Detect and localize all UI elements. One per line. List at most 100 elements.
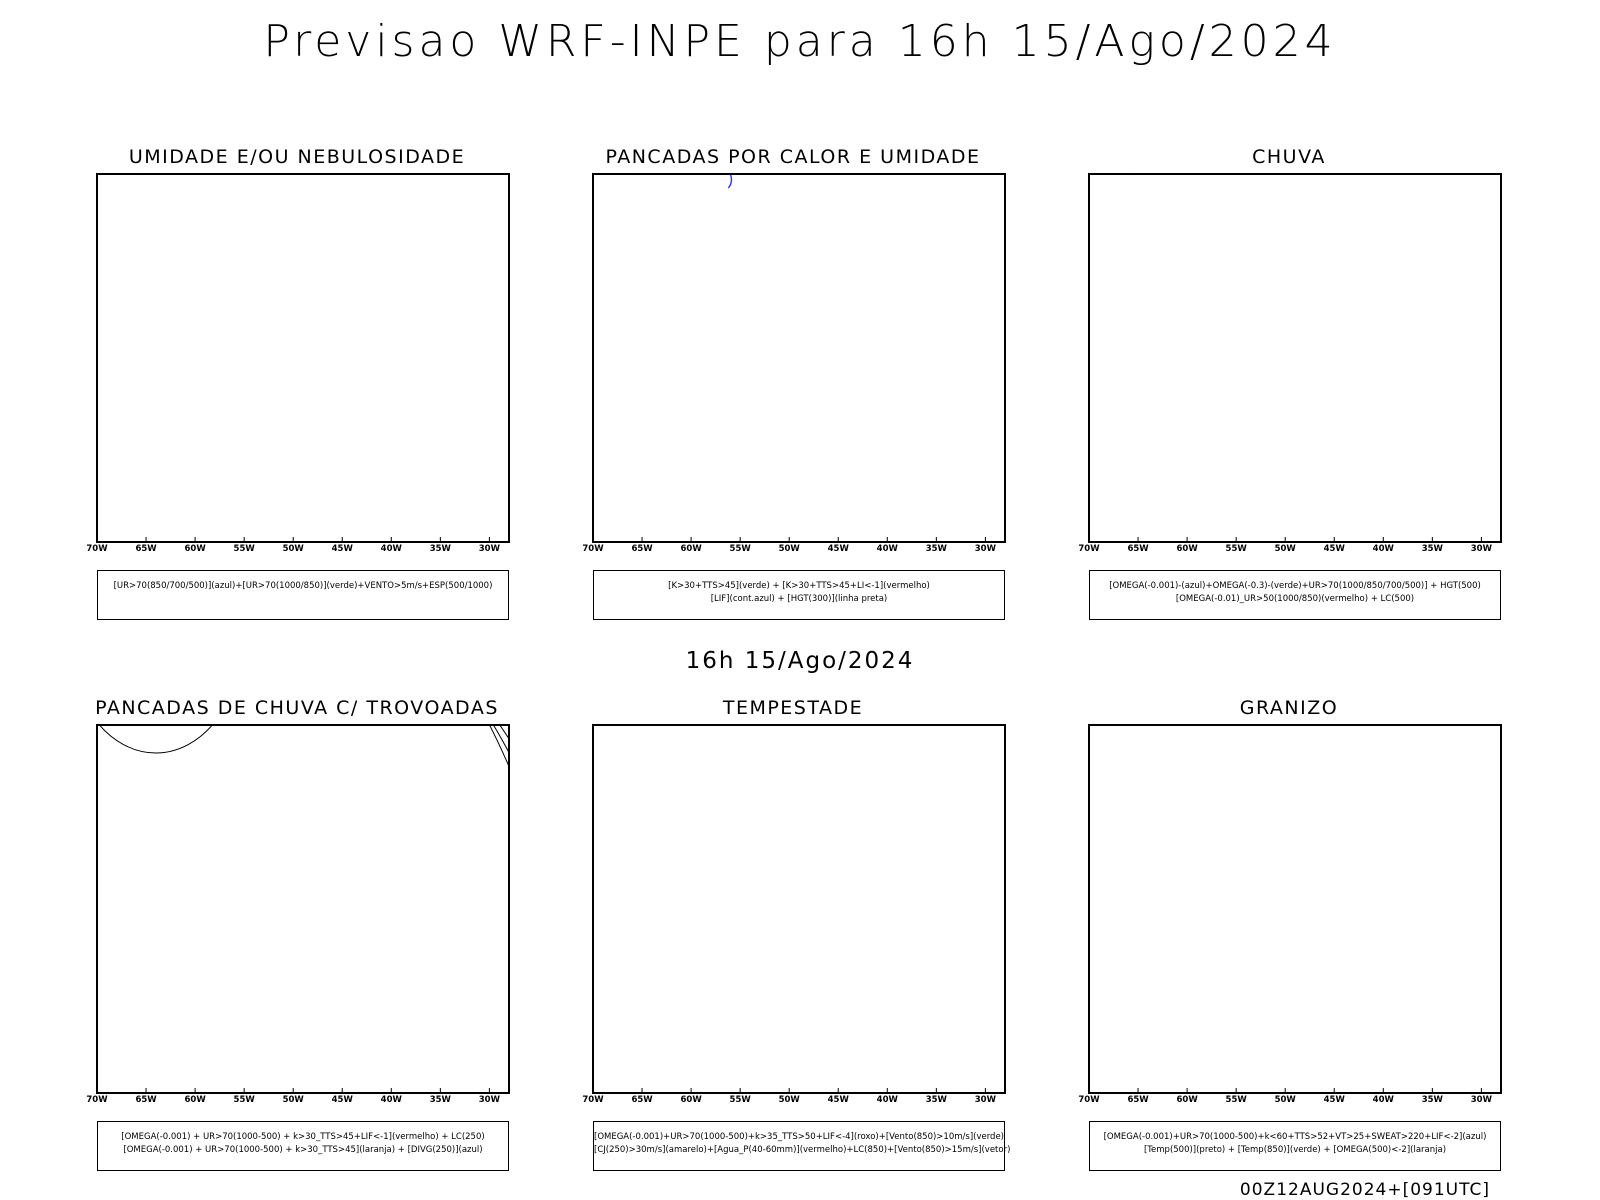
map-frame bbox=[96, 173, 510, 543]
legend-umidade: [UR>70(850/700/500)](azul)+[UR>70(1000/8… bbox=[97, 570, 509, 620]
lon-label: 45W bbox=[828, 544, 850, 554]
panel-pancadas-calor: PANCADAS POR CALOR E UMIDADE 96009600960… bbox=[573, 146, 1013, 626]
panel-title: UMIDADE E/OU NEBULOSIDADE bbox=[128, 146, 466, 168]
lon-label: 65W bbox=[1127, 544, 1149, 554]
legend-line: [OMEGA(-0.001)-(azul)+OMEGA(-0.3)-(verde… bbox=[1109, 581, 1481, 591]
panel-title: PANCADAS DE CHUVA C/ TROVOADAS bbox=[95, 697, 499, 719]
lon-label: 45W bbox=[1324, 1095, 1346, 1105]
legend-line: [K>30+TTS>45](verde) + [K>30+TTS>45+LI<-… bbox=[668, 581, 930, 591]
lon-label: 60W bbox=[184, 1095, 206, 1105]
lon-label: 35W bbox=[1422, 544, 1444, 554]
lon-label: 70W bbox=[86, 544, 108, 554]
lon-label: 40W bbox=[877, 544, 899, 554]
lon-label: 45W bbox=[828, 1095, 850, 1105]
lon-label: 60W bbox=[680, 1095, 702, 1105]
lon-label: 40W bbox=[877, 1095, 899, 1105]
plot-area: 9600960096009520952094409440936093609280… bbox=[628, 174, 932, 189]
lon-label: 35W bbox=[430, 544, 452, 554]
map-frame bbox=[1088, 173, 1502, 543]
panel-granizo: GRANIZO -12-15-18-21-24-27121563912S15S1… bbox=[1069, 697, 1509, 1177]
run-timestamp: 00Z12AUG2024+[091UTC] bbox=[1239, 1180, 1490, 1200]
legend-pancadas-calor: [K>30+TTS>45](verde) + [K>30+TTS>45+LI<-… bbox=[593, 570, 1005, 620]
map-pancadas-calor: 9600960096009520952094409440936093609280… bbox=[582, 173, 1006, 554]
panel-title: GRANIZO bbox=[1239, 697, 1339, 719]
lon-label: 45W bbox=[332, 544, 354, 554]
legend-line: [Temp(500)](preto) + [Temp(850)](verde) … bbox=[1143, 1145, 1447, 1155]
lon-label: 70W bbox=[1078, 1095, 1100, 1105]
lon-label: 40W bbox=[1373, 1095, 1395, 1105]
lon-label: 65W bbox=[1127, 1095, 1149, 1105]
map-frame bbox=[1088, 724, 1502, 1094]
panel-umidade: UMIDADE E/OU NEBULOSIDADE 10121020101610… bbox=[77, 146, 517, 626]
lon-label: 65W bbox=[631, 1095, 653, 1105]
lon-label: 55W bbox=[1226, 544, 1248, 554]
lon-label: 55W bbox=[730, 544, 752, 554]
lon-label: 30W bbox=[975, 544, 997, 554]
map-tempestade: 404012S15S18S21S24S27S30S33S36S39S42S70W… bbox=[582, 724, 1006, 1105]
lon-label: 65W bbox=[135, 1095, 157, 1105]
legend-line: [UR>70(850/700/500)](azul)+[UR>70(1000/8… bbox=[113, 581, 493, 591]
map-umidade: 1012102010161024100810295645705765585525… bbox=[86, 173, 510, 554]
lon-label: 45W bbox=[1324, 544, 1346, 554]
main-title: Previsao WRF-INPE para 16h 15/Ago/2024 bbox=[263, 16, 1337, 67]
panel-tempestade: TEMPESTADE 404012S15S18S21S24S27S30S33S3… bbox=[573, 697, 1013, 1177]
lon-label: 35W bbox=[430, 1095, 452, 1105]
lon-label: 30W bbox=[479, 544, 501, 554]
plot-area bbox=[90, 719, 509, 767]
legend-line: [OMEGA(-0.001) + UR>70(1000-500) + k>30_… bbox=[121, 1132, 485, 1142]
lon-label: 65W bbox=[631, 544, 653, 554]
lon-label: 60W bbox=[1176, 1095, 1198, 1105]
legend-line: [CJ(250)>30m/s](amarelo)+[Agua_P(40-60mm… bbox=[594, 1145, 1011, 1155]
lon-label: 60W bbox=[1176, 544, 1198, 554]
lon-label: 50W bbox=[283, 1095, 305, 1105]
lon-label: 40W bbox=[381, 544, 403, 554]
lon-label: 65W bbox=[135, 544, 157, 554]
lon-label: 50W bbox=[779, 1095, 801, 1105]
lon-label: 55W bbox=[234, 1095, 256, 1105]
lon-label: 35W bbox=[1422, 1095, 1444, 1105]
lon-label: 70W bbox=[582, 1095, 604, 1105]
panel-title: TEMPESTADE bbox=[722, 697, 864, 719]
map-frame bbox=[96, 724, 510, 1094]
lon-label: 35W bbox=[926, 544, 948, 554]
lon-label: 30W bbox=[479, 1095, 501, 1105]
panel-chuva: CHUVA 58558558257957657357056756456112S1… bbox=[1069, 146, 1509, 626]
streamline bbox=[90, 719, 222, 723]
lon-label: 50W bbox=[1275, 544, 1297, 554]
map-frame bbox=[592, 724, 1006, 1094]
legend-line: [OMEGA(-0.001)+UR>70(1000-500)+k>35_TTS>… bbox=[594, 1132, 1004, 1142]
lon-label: 30W bbox=[975, 1095, 997, 1105]
legend-pancadas-trovoadas: [OMEGA(-0.001) + UR>70(1000-500) + k>30_… bbox=[97, 1121, 509, 1171]
lon-label: 50W bbox=[779, 544, 801, 554]
lon-label: 30W bbox=[1471, 1095, 1493, 1105]
legend-granizo: [OMEGA(-0.001)+UR>70(1000-500)+k<60+TTS>… bbox=[1089, 1121, 1501, 1171]
streamline bbox=[371, 725, 509, 740]
lifted-index-contour bbox=[727, 174, 733, 189]
lon-label: 35W bbox=[926, 1095, 948, 1105]
lon-label: 30W bbox=[1471, 544, 1493, 554]
map-granizo: -12-15-18-21-24-27121563912S15S18S21S24S… bbox=[1078, 724, 1502, 1105]
lon-label: 40W bbox=[381, 1095, 403, 1105]
lon-label: 50W bbox=[283, 544, 305, 554]
lon-label: 45W bbox=[332, 1095, 354, 1105]
lon-label: 55W bbox=[730, 1095, 752, 1105]
legend-line: [LIF](cont.azul) + [HGT(300)](linha pret… bbox=[710, 594, 888, 604]
lon-label: 40W bbox=[1373, 544, 1395, 554]
lon-label: 60W bbox=[680, 544, 702, 554]
panel-pancadas-trovoadas: PANCADAS DE CHUVA C/ TROVOADAS 12S15S18S… bbox=[77, 697, 517, 1177]
lon-label: 70W bbox=[582, 544, 604, 554]
lon-label: 70W bbox=[1078, 544, 1100, 554]
streamline bbox=[98, 725, 213, 754]
lon-label: 70W bbox=[86, 1095, 108, 1105]
lon-label: 50W bbox=[1275, 1095, 1297, 1105]
map-chuva: 58558558257957657357056756456112S15S18S2… bbox=[1078, 173, 1502, 554]
mid-title: 16h 15/Ago/2024 bbox=[685, 648, 915, 674]
lon-label: 55W bbox=[234, 544, 256, 554]
panel-title: PANCADAS POR CALOR E UMIDADE bbox=[605, 146, 981, 168]
lon-label: 55W bbox=[1226, 1095, 1248, 1105]
legend-line: [OMEGA(-0.001) + UR>70(1000-500) + k>30_… bbox=[123, 1145, 483, 1155]
legend-chuva: [OMEGA(-0.001)-(azul)+OMEGA(-0.3)-(verde… bbox=[1089, 570, 1501, 620]
legend-line: [OMEGA(-0.01)_UR>50(1000/850)(vermelho) … bbox=[1175, 594, 1415, 604]
map-frame bbox=[592, 173, 1006, 543]
legend-tempestade: [OMEGA(-0.001)+UR>70(1000-500)+k>35_TTS>… bbox=[593, 1121, 1011, 1171]
